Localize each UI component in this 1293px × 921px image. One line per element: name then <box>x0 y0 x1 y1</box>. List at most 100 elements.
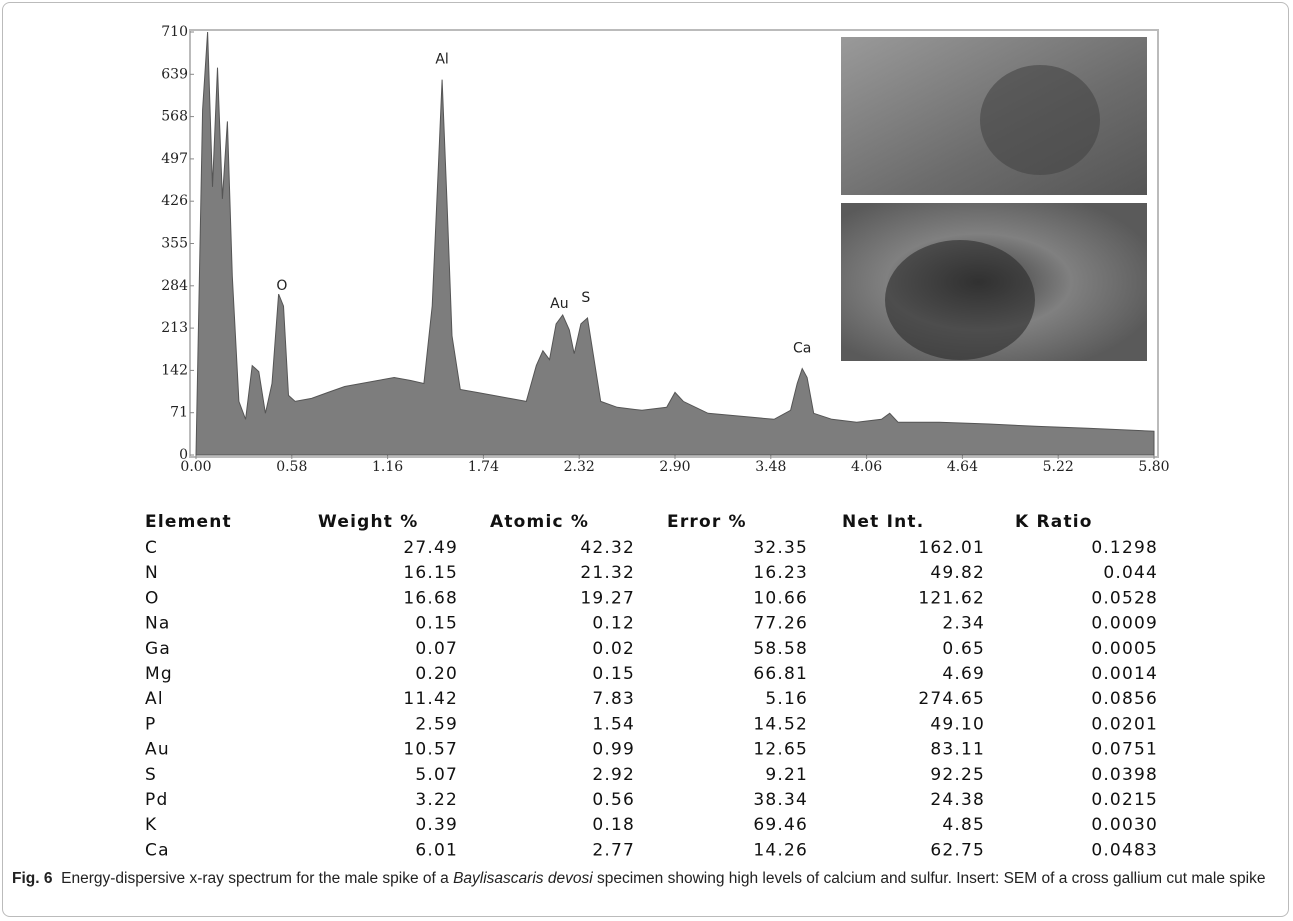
table-cell: O <box>145 588 160 608</box>
table-cell: 0.99 <box>592 740 635 760</box>
table-header: Error % <box>667 512 747 532</box>
table-cell: 274.65 <box>918 689 985 709</box>
table-cell: 5.07 <box>415 765 458 785</box>
table-cell: 0.0014 <box>1091 664 1158 684</box>
table-cell: 3.22 <box>415 790 458 810</box>
y-tick-label: 213 <box>161 320 188 336</box>
y-tick-label: 355 <box>161 236 188 252</box>
table-cell: 0.0398 <box>1091 765 1158 785</box>
figure: 0711422132843554264975686397100.000.581.… <box>0 0 1293 921</box>
table-cell: 24.38 <box>930 790 985 810</box>
caption-italic: Baylisascaris devosi <box>453 870 593 887</box>
table-cell: 0.0215 <box>1091 790 1158 810</box>
x-tick-label: 1.16 <box>372 459 403 475</box>
table-cell: 121.62 <box>918 588 985 608</box>
table-cell: 10.66 <box>753 588 808 608</box>
peak-label: Au <box>550 296 568 312</box>
table-cell: 0.0483 <box>1091 840 1158 860</box>
table-cell: 0.07 <box>415 639 458 659</box>
peak-label: Al <box>435 52 448 68</box>
x-tick-label: 0.58 <box>276 459 307 475</box>
table-cell: 32.35 <box>753 538 808 558</box>
peak-label: S <box>581 290 590 306</box>
table-cell: 0.15 <box>592 664 635 684</box>
table-cell: 9.21 <box>765 765 808 785</box>
x-tick-label: 5.80 <box>1138 459 1169 475</box>
table-cell: 14.52 <box>753 714 808 734</box>
table-cell: 2.92 <box>592 765 635 785</box>
table-cell: 0.15 <box>415 614 458 634</box>
table-cell: 92.25 <box>930 765 985 785</box>
table-cell: 0.56 <box>592 790 635 810</box>
table-cell: 83.11 <box>930 740 985 760</box>
y-tick-label: 710 <box>161 24 188 40</box>
x-tick-label: 1.74 <box>468 459 499 475</box>
table-cell: Ga <box>145 639 171 659</box>
table-cell: 0.65 <box>942 639 985 659</box>
table-cell: 49.10 <box>930 714 985 734</box>
table-cell: 0.18 <box>592 815 635 835</box>
sem-detail <box>980 65 1100 175</box>
table-cell: 0.39 <box>415 815 458 835</box>
peak-label: Ca <box>793 341 811 357</box>
table-cell: 12.65 <box>753 740 808 760</box>
y-tick-label: 568 <box>161 109 188 125</box>
caption-text: specimen showing high levels of calcium … <box>593 870 1266 887</box>
table-cell: 42.32 <box>580 538 635 558</box>
table-cell: 49.82 <box>930 563 985 583</box>
table-cell: 58.58 <box>753 639 808 659</box>
table-cell: P <box>145 714 156 734</box>
table-header: K Ratio <box>1015 512 1093 532</box>
x-tick-label: 5.22 <box>1043 459 1074 475</box>
y-tick-label: 497 <box>161 151 188 167</box>
table-cell: Al <box>145 689 164 709</box>
caption-text: Energy-dispersive x-ray spectrum for the… <box>61 870 453 887</box>
table-cell: 0.20 <box>415 664 458 684</box>
table-cell: 10.57 <box>403 740 458 760</box>
table-header: Atomic % <box>490 512 589 532</box>
table-cell: S <box>145 765 157 785</box>
table-cell: 6.01 <box>415 840 458 860</box>
table-cell: 5.16 <box>765 689 808 709</box>
table-cell: Na <box>145 614 171 634</box>
table-cell: 21.32 <box>580 563 635 583</box>
y-tick-label: 426 <box>161 193 188 209</box>
table-cell: 162.01 <box>918 538 985 558</box>
table-cell: 77.26 <box>753 614 808 634</box>
table-cell: 0.0201 <box>1091 714 1158 734</box>
table-cell: Ca <box>145 840 170 860</box>
sem-insert <box>840 36 1148 362</box>
x-tick-label: 0.00 <box>180 459 211 475</box>
table-cell: 0.12 <box>592 614 635 634</box>
table-cell: 0.0856 <box>1091 689 1158 709</box>
table-header: Net Int. <box>842 512 924 532</box>
table-cell: 0.0009 <box>1091 614 1158 634</box>
table-cell: C <box>145 538 158 558</box>
table-cell: 66.81 <box>753 664 808 684</box>
table-cell: 1.54 <box>592 714 635 734</box>
table-cell: 0.0751 <box>1091 740 1158 760</box>
table-cell: 2.59 <box>415 714 458 734</box>
table-cell: 0.02 <box>592 639 635 659</box>
x-tick-label: 3.48 <box>755 459 786 475</box>
table-cell: 11.42 <box>403 689 458 709</box>
table-cell: K <box>145 815 157 835</box>
caption-label: Fig. 6 <box>12 870 52 887</box>
table-cell: 7.83 <box>592 689 635 709</box>
table-cell: Au <box>145 740 170 760</box>
table-cell: 19.27 <box>580 588 635 608</box>
table-cell: 16.68 <box>403 588 458 608</box>
table-cell: N <box>145 563 159 583</box>
sem-detail <box>885 240 1035 360</box>
table-cell: 0.0528 <box>1091 588 1158 608</box>
table-cell: 27.49 <box>403 538 458 558</box>
table-cell: 14.26 <box>753 840 808 860</box>
y-tick-label: 284 <box>161 278 188 294</box>
table-header: Element <box>145 512 232 532</box>
peak-label: O <box>276 278 287 294</box>
table-cell: 16.23 <box>753 563 808 583</box>
table-cell: 0.0030 <box>1091 815 1158 835</box>
y-tick-label: 142 <box>161 362 188 378</box>
table-cell: 16.15 <box>403 563 458 583</box>
x-tick-label: 2.90 <box>659 459 690 475</box>
